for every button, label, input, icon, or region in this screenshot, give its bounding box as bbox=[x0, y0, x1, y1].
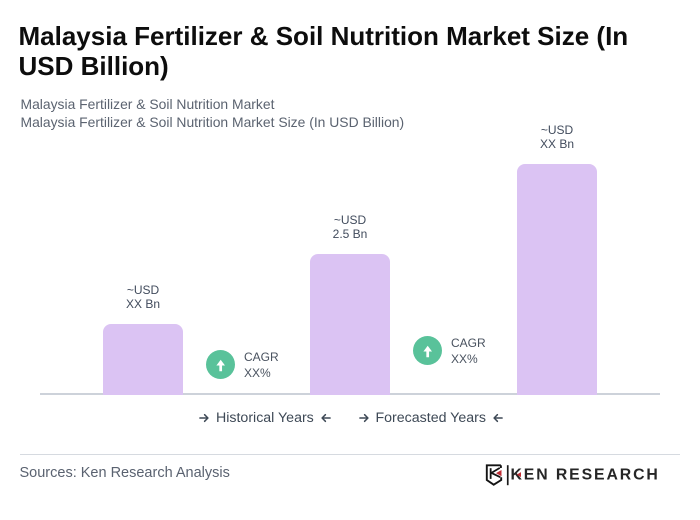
svg-text:KEN RESEARCH: KEN RESEARCH bbox=[511, 467, 660, 484]
